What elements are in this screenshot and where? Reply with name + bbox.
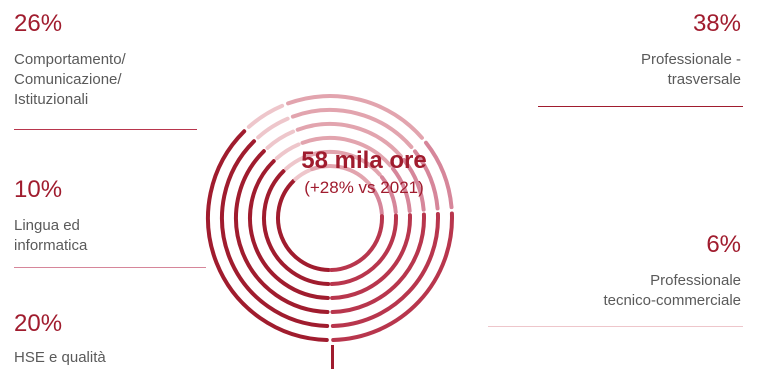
slice-5-ring-2 — [329, 213, 398, 286]
slice-5-ring-5 — [330, 212, 440, 328]
legend-tecnico: 6% Professionale tecnico-commerciale — [603, 231, 741, 311]
slice-label: Comportamento/ Comunicazione/ Istituzion… — [14, 51, 126, 108]
slice-value: 6% — [706, 231, 741, 258]
slice-label: Lingua ed informatica — [14, 217, 88, 254]
slice-1 — [206, 129, 331, 342]
slice-4-ring-4 — [401, 158, 426, 212]
slice-3-ring-2 — [305, 150, 382, 177]
slice-5-ring-4 — [330, 212, 426, 314]
slice-label: Professionale tecnico-commerciale — [603, 272, 741, 309]
slice-value: 10% — [14, 176, 63, 203]
slice-2-ring-2 — [284, 155, 307, 171]
slice-1-ring-5 — [220, 139, 330, 328]
slice-4-ring-6 — [424, 140, 454, 210]
slice-2-ring-1 — [293, 168, 312, 182]
slice-label: Professionale - trasversale — [640, 51, 741, 88]
divider-lingua — [14, 267, 206, 268]
slice-value: 26% — [14, 10, 63, 37]
slice-3-ring-1 — [310, 164, 372, 186]
slice-1-ring-3 — [248, 159, 330, 300]
legend-lingua: 10% Lingua ed informatica — [14, 176, 87, 256]
slice-2-ring-6 — [246, 103, 285, 129]
slice-4-ring-1 — [368, 183, 384, 216]
slice-3-ring-5 — [290, 108, 414, 149]
slice-4-ring-3 — [390, 166, 412, 213]
slice-1-ring-4 — [234, 149, 330, 314]
slice-1-ring-2 — [262, 169, 331, 286]
slice-5-ring-3 — [330, 213, 412, 300]
divider-comportamento — [14, 129, 197, 130]
legend-hse: 20% HSE e qualità — [14, 310, 106, 368]
slice-4-ring-2 — [379, 175, 398, 215]
slice-2-ring-3 — [274, 142, 301, 161]
slice-value: 20% — [14, 310, 63, 337]
slice-5 — [329, 211, 454, 342]
legend-comportamento: 26% Comportamento/ Comunicazione/ Istitu… — [14, 10, 126, 110]
divider-tecnico — [488, 326, 743, 327]
divider-trasversale — [538, 106, 743, 107]
slice-3-ring-4 — [295, 122, 403, 159]
slice-label: HSE e qualità — [14, 349, 106, 366]
legend-trasversale: 38% Professionale - trasversale — [641, 10, 741, 90]
slice-4 — [368, 140, 454, 216]
slice-1-ring-6 — [206, 129, 329, 342]
center-total: 58 mila ore — [301, 147, 427, 174]
slice-4-ring-5 — [412, 149, 440, 211]
slice-3 — [286, 94, 424, 186]
slice-value: 38% — [692, 10, 741, 37]
slice-5-ring-6 — [331, 211, 454, 342]
center-growth: (+28% vs 2021) — [304, 178, 424, 197]
start-tick — [331, 345, 334, 369]
slice-5-ring-1 — [329, 214, 384, 272]
slice-2 — [246, 103, 312, 182]
slice-3-ring-3 — [300, 136, 393, 168]
slice-1-ring-1 — [276, 179, 331, 272]
chart-rings — [206, 94, 454, 342]
slice-2-ring-5 — [256, 116, 290, 140]
slice-3-ring-6 — [286, 94, 424, 140]
slice-2-ring-4 — [265, 129, 296, 150]
